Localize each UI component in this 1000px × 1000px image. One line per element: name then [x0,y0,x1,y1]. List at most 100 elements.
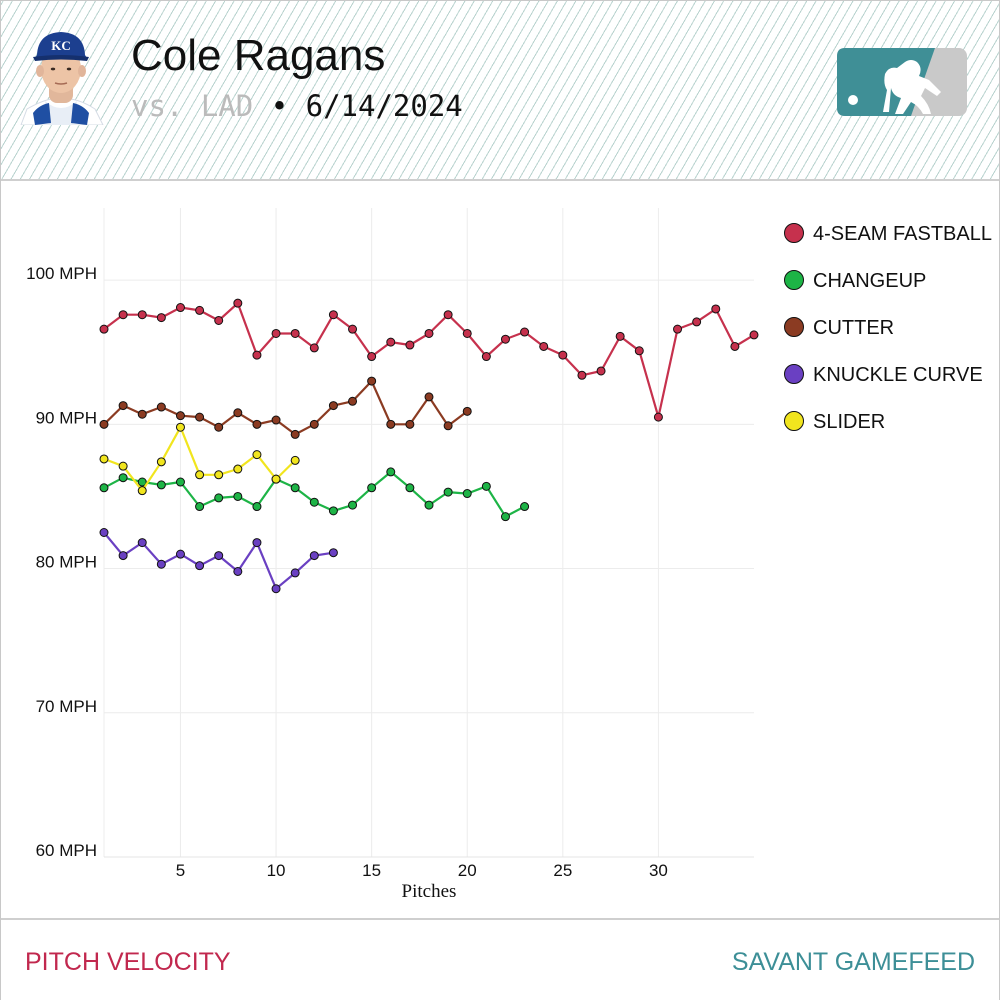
player-headshot-avatar: KC [20,32,104,125]
data-point [118,310,128,320]
data-point [233,298,243,308]
data-point [233,566,243,576]
data-point [405,419,415,429]
data-point [137,538,147,548]
data-point [290,568,300,578]
data-point [195,305,205,315]
data-point [271,415,281,425]
game-date: 6/14/2024 [305,89,463,123]
legend-label: 4-SEAM FASTBALL [813,223,992,245]
y-tick-label: 60 MPH [36,841,97,860]
data-point [175,411,185,421]
data-point [233,491,243,501]
data-point [214,315,224,325]
data-point [367,352,377,362]
data-point [462,406,472,416]
legend-label: CUTTER [813,317,895,339]
data-point [252,350,262,360]
data-point [175,549,185,559]
data-point [99,454,109,464]
data-point [99,483,109,493]
data-point [252,419,262,429]
data-point [328,401,338,411]
data-point [118,551,128,561]
data-point [462,489,472,499]
data-point [271,584,281,594]
pitch-velocity-label: PITCH VELOCITY [25,948,231,976]
data-point [118,473,128,483]
data-point [271,474,281,484]
data-point [424,500,434,510]
data-point [386,419,396,429]
legend-swatch [784,270,804,290]
data-point [195,470,205,480]
data-point [233,464,243,474]
legend-label: SLIDER [813,411,886,433]
data-point [99,528,109,537]
x-tick-label: 25 [553,861,572,880]
data-point [348,324,358,334]
x-tick-label: 5 [176,861,185,880]
data-point [175,303,185,313]
data-point [424,328,434,338]
mlb-logo-icon [837,48,967,116]
data-point [156,313,166,323]
data-point [118,401,128,411]
savant-gamefeed-label: SAVANT GAMEFEED [731,948,975,976]
x-tick-label: 20 [458,861,477,880]
data-point [634,346,644,356]
data-point [520,502,530,512]
data-point [711,304,721,314]
data-point [500,334,510,344]
legend-swatch [784,317,804,337]
data-point [462,328,472,338]
legend-swatch [784,364,804,384]
data-point [558,350,568,360]
data-point [290,455,300,465]
data-point [424,392,434,402]
kc-logo-text: KC [51,38,71,53]
data-point [328,310,338,320]
data-point [309,497,319,507]
legend-swatch [784,411,804,431]
data-point [137,477,147,487]
data-point [481,352,491,362]
series-line [103,470,526,518]
legend-label: CHANGEUP [813,270,927,292]
data-point [367,376,377,386]
data-point [405,340,415,350]
data-point [348,396,358,406]
data-point [195,561,205,571]
data-point [520,327,530,337]
y-tick-label: 90 MPH [36,408,97,427]
data-point [175,422,185,432]
data-point [577,370,587,380]
data-point [99,419,109,429]
data-point [653,412,663,422]
data-point [214,493,224,503]
separator-dot: • [270,89,289,123]
data-point [596,366,606,376]
data-point [309,343,319,353]
data-point [328,548,338,558]
data-point [137,310,147,320]
data-point [195,412,205,422]
data-point [386,467,396,477]
data-point [214,422,224,432]
series-line [103,426,296,492]
data-point [99,324,109,334]
data-point [175,477,185,487]
data-point [309,551,319,561]
legend-swatch [784,223,804,243]
x-tick-label: 15 [362,861,381,880]
data-point [367,483,377,493]
data-point [481,481,491,491]
data-point [348,500,358,510]
data-point [118,461,128,471]
data-point [673,324,683,334]
data-point [233,408,243,418]
data-point [443,310,453,320]
data-point [749,330,759,340]
data-point [214,470,224,480]
data-point [692,317,702,327]
